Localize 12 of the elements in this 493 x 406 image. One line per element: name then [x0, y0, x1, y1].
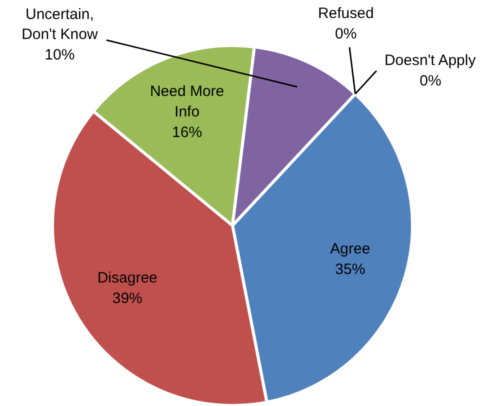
data-label: 39%: [112, 290, 142, 307]
slice-label: Agree: [330, 240, 370, 258]
slice-label: Need More Info: [150, 82, 224, 120]
slice-label: Disagree: [97, 269, 158, 286]
data-label: 35%: [335, 260, 366, 278]
data-label: 16%: [172, 124, 202, 141]
text: 0%: [420, 72, 442, 90]
category-label: Doesn't Apply: [384, 52, 476, 69]
data-label: 10%: [44, 46, 75, 64]
text: 0%: [335, 26, 357, 43]
slice-label: Uncertain, Don't Know: [22, 6, 98, 44]
category-label: Refused: [318, 5, 374, 22]
